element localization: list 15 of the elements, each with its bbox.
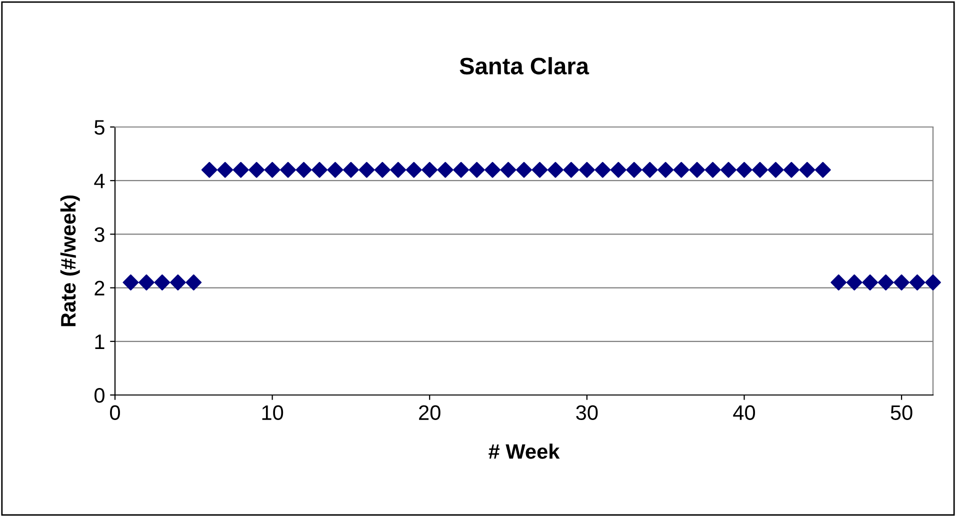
x-tick-label: 0 [110,405,120,420]
y-tick-label: 5 [94,120,104,135]
y-tick-label: 4 [94,174,105,188]
y-tick-label: 3 [94,227,104,242]
chart-title: Santa Clara [460,57,590,74]
x-tick-label: 40 [733,405,756,420]
x-tick-label: 20 [419,405,440,420]
x-tick-label: 30 [576,405,598,420]
y-axis-title: Rate (#/week) [60,195,80,326]
y-tick-label: 0 [94,388,104,403]
x-tick-label: 50 [890,405,912,420]
y-tick-label: 2 [94,280,104,296]
x-axis-title: # Week [488,444,560,459]
y-tick-label: 1 [95,334,104,349]
x-tick-label: 10 [262,405,284,420]
